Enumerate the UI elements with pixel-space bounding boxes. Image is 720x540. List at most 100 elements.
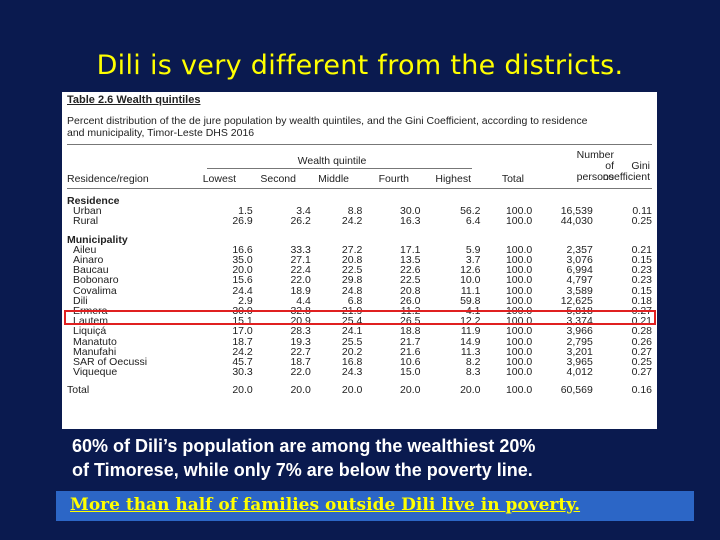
table-row: SAR of Oecussi 45.7 18.7 16.8 10.6 8.2 100.0 3,…	[67, 356, 652, 369]
table-caption: Table 2.6 Wealth quintiles	[67, 94, 201, 106]
table-top-rule	[67, 144, 652, 145]
row-value: 4,797	[566, 274, 593, 287]
row-value: 24.2	[341, 215, 363, 228]
row-value: 16.8	[341, 356, 363, 369]
dili-row-highlight	[64, 310, 656, 325]
row-label: Urban	[73, 205, 102, 218]
row-value: 20.2	[341, 345, 363, 358]
row-value: 18.7	[290, 356, 311, 369]
row-value: 10.0	[460, 274, 481, 287]
row-value: 15.1	[232, 315, 253, 328]
row-value: 100.0	[505, 356, 533, 369]
row-value: 3,966	[566, 325, 593, 338]
row-value: 6,994	[566, 264, 593, 277]
row-value: 11.9	[460, 325, 481, 338]
table-row: Urban 1.5 3.4 8.8 30.0 56.2 100.0 16,539 0.11	[67, 205, 652, 218]
row-value: 0.25	[631, 215, 652, 228]
row-value: 22.5	[400, 274, 421, 287]
row-value: 0.15	[631, 254, 652, 267]
header-fourth: Fourth	[378, 173, 409, 185]
table-row: Ainaro 35.0 27.1 20.8 13.5 3.7 100.0 3,076 0.15	[67, 254, 652, 267]
caption-line1: 60% of Dili’s population are among the w…	[72, 436, 536, 456]
poverty-banner: More than half of families outside Dili …	[56, 491, 694, 521]
table-row: Manufahi 24.2 22.7 20.2 21.6 11.3 100.0 3,201 0.…	[67, 345, 652, 358]
table-row: Viqueque 30.3 22.0 24.3 15.0 8.3 100.0 4,012 0.2…	[67, 366, 652, 379]
row-value: 100.0	[505, 274, 533, 287]
section-municipality-label: Municipality	[67, 233, 128, 246]
row-value: 6.8	[347, 294, 363, 307]
header-total: Total	[501, 173, 524, 185]
row-value: 20.8	[341, 254, 363, 267]
row-value: 26.2	[290, 215, 311, 228]
row-value: 20.8	[400, 284, 421, 297]
row-value: 100.0	[505, 315, 533, 328]
row-value: 27.2	[341, 243, 363, 256]
row-value: 25.5	[341, 335, 363, 348]
row-value: 15.0	[400, 366, 421, 379]
row-value: 5.9	[465, 243, 481, 256]
row-value: 0.27	[631, 366, 652, 379]
row-value: 56.2	[460, 205, 481, 218]
row-value: 0.23	[631, 264, 652, 277]
header-region: Residence/region	[67, 173, 149, 185]
row-value: 20.0	[290, 384, 311, 397]
row-value: 20.9	[290, 315, 311, 328]
wealth-quintile-table-image: Table 2.6 Wealth quintiles Percent distr…	[62, 92, 657, 429]
row-value: 45.7	[232, 356, 253, 369]
row-value: 3,076	[566, 254, 593, 267]
row-label: Manatuto	[73, 335, 117, 348]
table-row: Covalima 24.4 18.9 24.8 20.8 11.1 100.0 3,589 0.…	[67, 284, 652, 297]
row-value: 4,012	[566, 366, 593, 379]
row-value: 22.0	[290, 366, 311, 379]
row-value: 16,539	[560, 205, 593, 218]
row-value: 100.0	[505, 294, 533, 307]
row-value: 3,589	[566, 284, 593, 297]
row-value: 22.0	[290, 274, 311, 287]
row-value: 0.21	[631, 243, 652, 256]
section-municipality: Municipality	[67, 233, 652, 246]
row-value: 20.0	[460, 384, 481, 397]
row-value: 33.3	[290, 243, 311, 256]
row-value: 24.8	[341, 284, 363, 297]
header-middle: Middle	[318, 173, 349, 185]
row-value: 22.5	[341, 264, 363, 277]
table-description-line2: and municipality, Timor-Leste DHS 2016	[67, 127, 255, 139]
row-value: 100.0	[505, 215, 533, 228]
row-label: Bobonaro	[73, 274, 119, 287]
row-value: 22.6	[400, 264, 421, 277]
row-value: 11.1	[460, 284, 481, 297]
row-value: 10.6	[400, 356, 421, 369]
row-value: 0.18	[631, 294, 652, 307]
row-value: 44,030	[560, 215, 593, 228]
row-value: 20.0	[232, 264, 253, 277]
row-value: 19.3	[290, 335, 311, 348]
row-value: 13.5	[400, 254, 421, 267]
row-value: 17.0	[232, 325, 253, 338]
row-value: 0.27	[631, 345, 652, 358]
row-value: 27.1	[290, 254, 311, 267]
row-value: 100.0	[505, 345, 533, 358]
row-value: 20.0	[232, 384, 253, 397]
row-value: 59.8	[460, 294, 481, 307]
row-value: 26.9	[232, 215, 253, 228]
row-label: Rural	[73, 215, 99, 228]
header-persons-line3: persons	[576, 171, 614, 183]
header-gini-line1: Gini	[631, 160, 650, 172]
table-row: Liquiçá 17.0 28.3 24.1 18.8 11.9 100.0 3,966 0.2…	[67, 325, 652, 338]
row-label: Viqueque	[73, 366, 118, 379]
table-row: Bobonaro 15.6 22.0 29.8 22.5 10.0 100.0 4,797 0.…	[67, 274, 652, 287]
row-value: 18.7	[232, 335, 253, 348]
header-persons-line2: of	[605, 160, 614, 172]
row-value: 100.0	[505, 325, 533, 338]
row-value: 25.4	[341, 315, 363, 328]
row-label: Baucau	[73, 264, 109, 277]
table-description: Percent distribution of the de jure popu…	[67, 115, 652, 139]
table-row: Baucau 20.0 22.4 22.5 22.6 12.6 100.0 6,994 0.23	[67, 264, 652, 277]
row-value: 30.3	[232, 366, 253, 379]
row-value: 100.0	[505, 205, 533, 218]
row-value: 21.7	[400, 335, 421, 348]
row-value: 12.6	[460, 264, 481, 277]
row-value: 0.25	[631, 356, 652, 369]
row-value: 100.0	[505, 366, 533, 379]
row-value: 6.4	[465, 215, 481, 228]
